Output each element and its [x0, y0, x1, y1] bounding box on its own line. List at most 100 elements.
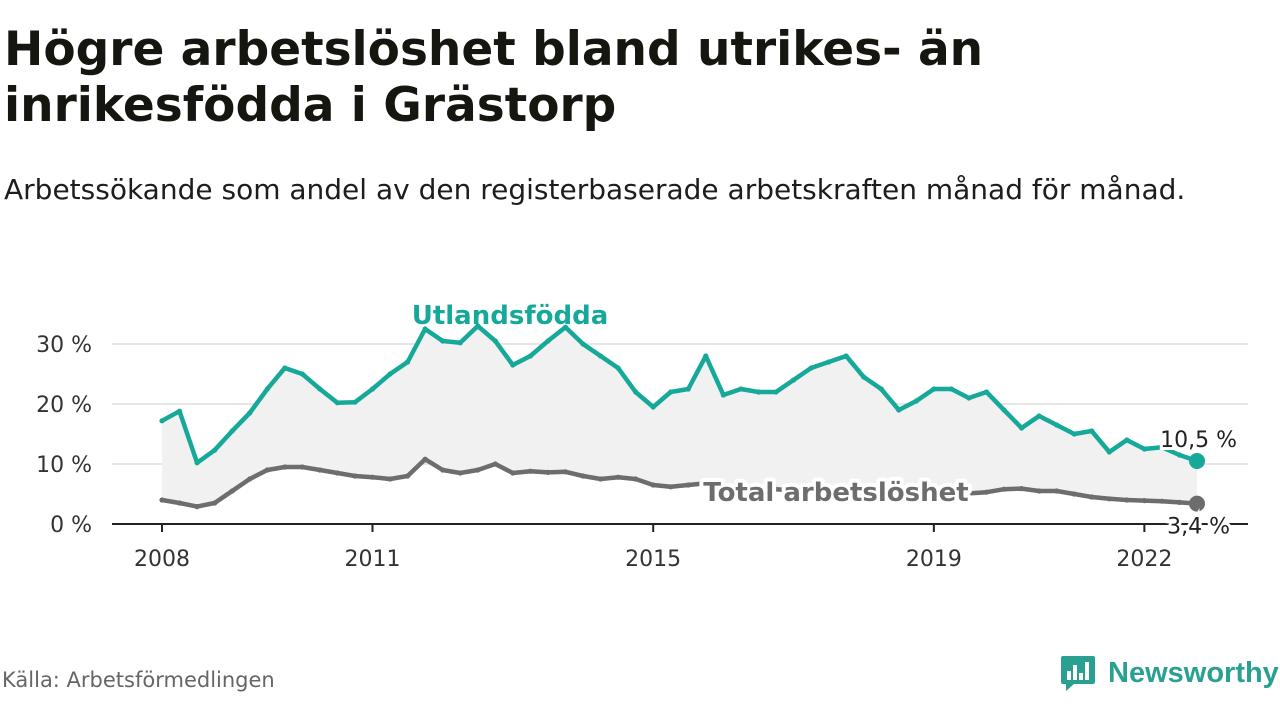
end-point-marker	[1189, 453, 1205, 469]
data-point	[1071, 431, 1077, 437]
end-label-total: 3,4 %	[1167, 515, 1230, 540]
data-point	[299, 371, 305, 377]
line-chart: 0 % 10 % 20 % 30 % 2008 2011 2015 2019 2022 Utl…	[36, 301, 1248, 570]
data-point	[1176, 452, 1183, 458]
data-point	[861, 489, 867, 495]
data-point	[317, 386, 323, 392]
data-point	[562, 324, 569, 330]
data-point	[1124, 497, 1130, 503]
data-point	[194, 504, 200, 510]
data-point	[1089, 494, 1095, 500]
data-point	[282, 365, 288, 371]
data-point	[861, 374, 867, 380]
data-point	[668, 484, 674, 490]
x-tick-label: 2008	[134, 547, 190, 570]
data-point	[510, 362, 516, 368]
data-point	[545, 469, 551, 475]
data-point	[703, 353, 709, 359]
data-point	[1054, 488, 1060, 494]
data-point	[720, 392, 726, 398]
data-point	[703, 480, 709, 486]
data-point	[176, 408, 183, 414]
data-point	[369, 474, 376, 480]
data-point	[633, 389, 639, 395]
data-point	[527, 353, 533, 359]
data-point	[457, 340, 463, 346]
data-point	[633, 476, 639, 482]
logo-bar-1	[1067, 671, 1071, 680]
data-point	[685, 482, 691, 488]
data-point	[229, 428, 235, 434]
data-point	[1036, 488, 1042, 494]
data-point	[826, 359, 832, 365]
data-point	[1124, 437, 1130, 443]
data-point	[334, 400, 341, 406]
data-point	[755, 486, 762, 492]
x-axis: 2008 2011 2015 2019 2022	[112, 523, 1248, 570]
data-point	[790, 487, 797, 493]
data-point	[1106, 496, 1112, 502]
data-point	[247, 410, 253, 416]
data-point	[983, 489, 990, 495]
data-point	[247, 476, 253, 482]
data-point	[738, 386, 744, 392]
x-tick-label: 2022	[1116, 547, 1172, 570]
logo-bar-3	[1079, 673, 1083, 680]
data-point	[334, 470, 341, 476]
data-point	[790, 377, 797, 383]
data-point	[808, 488, 814, 494]
data-point	[580, 473, 586, 479]
data-point	[212, 500, 218, 506]
series-lines	[159, 323, 1205, 512]
x-tick-label: 2015	[625, 547, 681, 570]
data-point	[843, 489, 849, 495]
data-point	[317, 467, 323, 473]
data-point	[843, 353, 849, 359]
data-point	[369, 386, 376, 392]
brand-logo: Newsworthy	[1060, 654, 1279, 692]
data-point	[1018, 486, 1025, 492]
data-point	[1089, 428, 1095, 434]
data-point	[913, 490, 919, 496]
data-point	[948, 386, 955, 392]
data-point	[580, 341, 586, 347]
data-point	[1054, 422, 1060, 428]
data-point	[475, 467, 481, 473]
logo-bubble	[1061, 656, 1095, 691]
data-point	[299, 464, 305, 470]
data-point	[422, 326, 428, 332]
data-point	[720, 484, 726, 490]
data-point	[668, 389, 674, 395]
source-note: Källa: Arbetsförmedlingen	[2, 668, 275, 692]
data-point	[1018, 425, 1025, 431]
data-point	[527, 468, 533, 474]
brand-name: Newsworthy	[1108, 656, 1279, 689]
data-point	[966, 395, 972, 401]
data-point	[738, 485, 744, 491]
x-tick-label: 2011	[345, 547, 401, 570]
data-point	[229, 488, 235, 494]
data-point	[808, 365, 814, 371]
data-point	[1176, 499, 1183, 505]
data-point	[773, 389, 779, 395]
data-point	[440, 467, 446, 473]
data-point	[1159, 498, 1165, 504]
data-point	[440, 338, 446, 344]
chart-title: Högre arbetslöshet bland utrikes- än inr…	[4, 22, 984, 133]
data-point	[896, 489, 902, 495]
series-line-utlandsfodda	[159, 323, 1200, 466]
series-line-total	[159, 456, 1200, 509]
end-point-marker	[1189, 495, 1205, 512]
data-point	[983, 389, 990, 395]
data-point	[212, 447, 218, 453]
data-point	[159, 418, 165, 424]
data-point	[176, 500, 183, 506]
data-point	[896, 407, 902, 413]
data-point	[913, 398, 919, 404]
data-point	[282, 464, 288, 470]
data-point	[387, 371, 393, 377]
data-point	[615, 365, 621, 371]
data-point	[1159, 444, 1165, 450]
data-point	[492, 338, 498, 344]
data-point	[650, 404, 656, 410]
